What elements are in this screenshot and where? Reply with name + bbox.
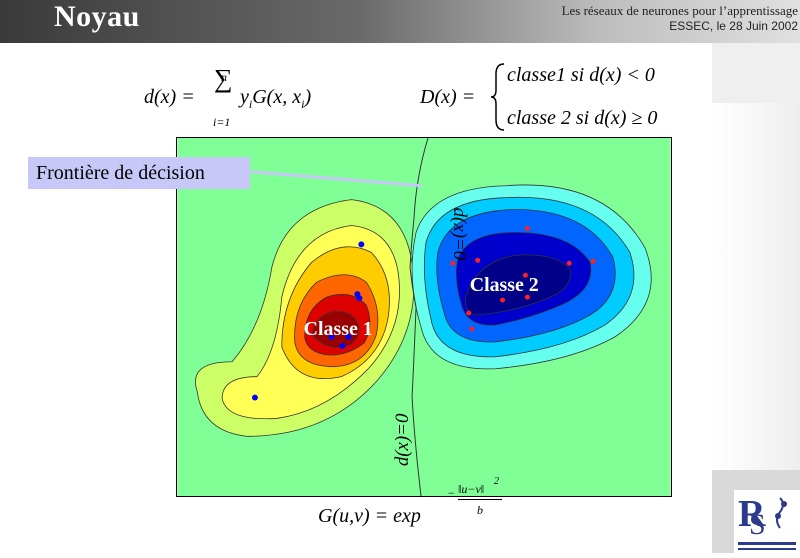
side-panel-top (712, 43, 800, 103)
slide-title: Noyau (54, 0, 140, 33)
sum-symbol: ∑ (214, 64, 233, 93)
kernel-exponent: − ‖u−v‖ 2 b (447, 476, 507, 520)
header-subtitle-line2: ESSEC, le 28 Juin 2002 (669, 19, 798, 33)
kernel-formula: G(u,v) = exp (318, 505, 421, 528)
formula-d-y: yiG(x, xi) (240, 86, 311, 112)
kernel-fraction-bar (458, 499, 502, 500)
class1-label: Classe 1 (304, 318, 373, 340)
class2-label: Classe 2 (470, 274, 539, 296)
svg-text:S: S (749, 508, 766, 541)
header-subtitle-line1: Les réseaux de neurones pour l’apprentis… (561, 3, 798, 18)
formula-d-body2-sub: i (301, 97, 305, 111)
kernel-lhs: G(u,v) = exp (318, 505, 421, 527)
class1-points (251, 241, 365, 401)
formula-d-lhs: d(x) = (144, 86, 195, 108)
institution-logo: R S (734, 490, 800, 553)
kernel-exponent-pow: 2 (494, 476, 499, 487)
sum-lower-bound: i=1 (213, 115, 231, 129)
sum-upper-bound: n (221, 70, 227, 84)
formula-d-body2: G(x, x (252, 86, 302, 108)
boundary-label-top: d(x)=0 (449, 208, 470, 261)
formula-D-lhs: D(x) = (420, 86, 476, 108)
slide-header: Noyau Les réseaux de neurones pour l’app… (0, 0, 800, 43)
contour-plot: Classe 2 Classe 1 d(x)=0 d(x)=0 (176, 137, 672, 497)
formula-D-case2: classe 2 si d(x) ≥ 0 (507, 107, 658, 129)
kernel-exponent-num: ‖u−v‖ (458, 482, 485, 496)
formula-d-body2-end: ) (304, 86, 312, 108)
formula-d-body: y (240, 86, 249, 108)
logo-graphic: R S (734, 490, 800, 553)
svg-text:R: R (738, 493, 766, 535)
formula-d-body-sub: i (248, 97, 253, 111)
boundary-label-bottom: d(x)=0 (392, 413, 413, 466)
decision-boundary-label: Frontière de décision (28, 157, 250, 189)
brace-icon (490, 63, 505, 131)
pointer-arrow (250, 170, 423, 188)
class2-points (450, 226, 596, 332)
kernel-exponent-den: b (477, 503, 483, 517)
kernel-exponent-sign: − (447, 486, 456, 500)
formula-D-case1: classe1 si d(x) < 0 (507, 64, 655, 86)
